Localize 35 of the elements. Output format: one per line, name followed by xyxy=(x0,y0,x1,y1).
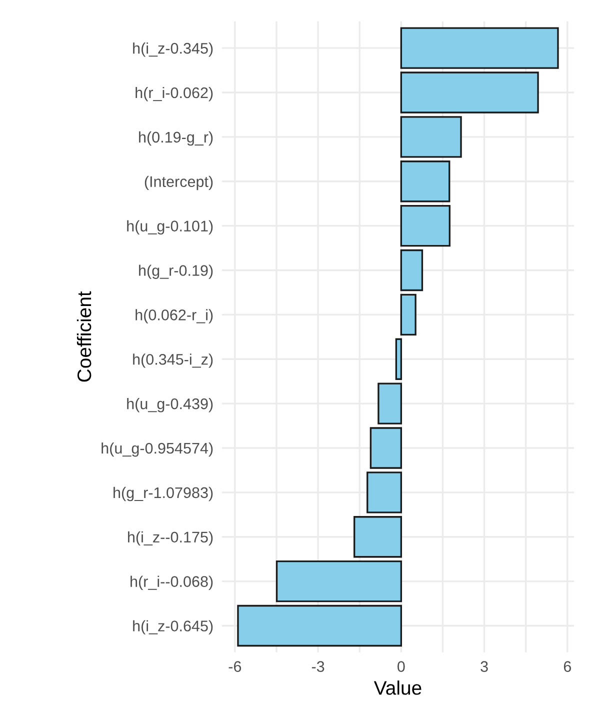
bar xyxy=(400,160,450,202)
x-tick-label: 3 xyxy=(480,661,488,672)
y-tick-label: h(g_r-1.07983) xyxy=(114,486,213,502)
y-tick-label: h(0.062-r_i) xyxy=(136,309,213,324)
bar xyxy=(400,72,539,114)
x-axis-title: Value xyxy=(374,680,422,695)
y-tick-label: h(u_g-0.439) xyxy=(127,398,213,412)
x-tick-label: -3 xyxy=(312,661,324,672)
y-tick-label: h(i_z-0.645) xyxy=(133,620,213,634)
bar xyxy=(237,604,402,647)
y-tick-label: h(g_r-0.19) xyxy=(139,264,213,279)
bar xyxy=(370,427,402,469)
y-tick-label: h(0.345-i_z) xyxy=(133,354,213,368)
bar xyxy=(378,382,402,424)
y-tick-label: h(u_g-0.954574) xyxy=(102,442,213,457)
bar xyxy=(400,204,450,247)
x-tick-label: 0 xyxy=(398,661,405,672)
y-tick-label: h(u_g-0.101) xyxy=(127,220,213,235)
y-tick-label: h(r_i--0.068) xyxy=(130,576,213,590)
y-tick-label: h(i_z--0.175) xyxy=(128,531,213,546)
bar xyxy=(400,27,559,69)
bar xyxy=(366,472,402,514)
bar xyxy=(400,294,416,336)
bar xyxy=(395,338,402,380)
bar xyxy=(400,116,462,158)
x-tick-label: -6 xyxy=(228,661,242,672)
x-tick-label: 6 xyxy=(564,661,571,672)
y-tick-label: h(i_z-0.345) xyxy=(133,42,213,57)
bar xyxy=(276,560,402,602)
bar xyxy=(400,249,424,292)
bar xyxy=(354,516,402,558)
y-axis-title: Coefficient xyxy=(76,291,92,382)
y-tick-label: h(0.19-g_r) xyxy=(139,131,213,146)
y-tick-label: h(r_i-0.062) xyxy=(136,86,213,102)
y-tick-label: (Intercept) xyxy=(144,176,213,190)
